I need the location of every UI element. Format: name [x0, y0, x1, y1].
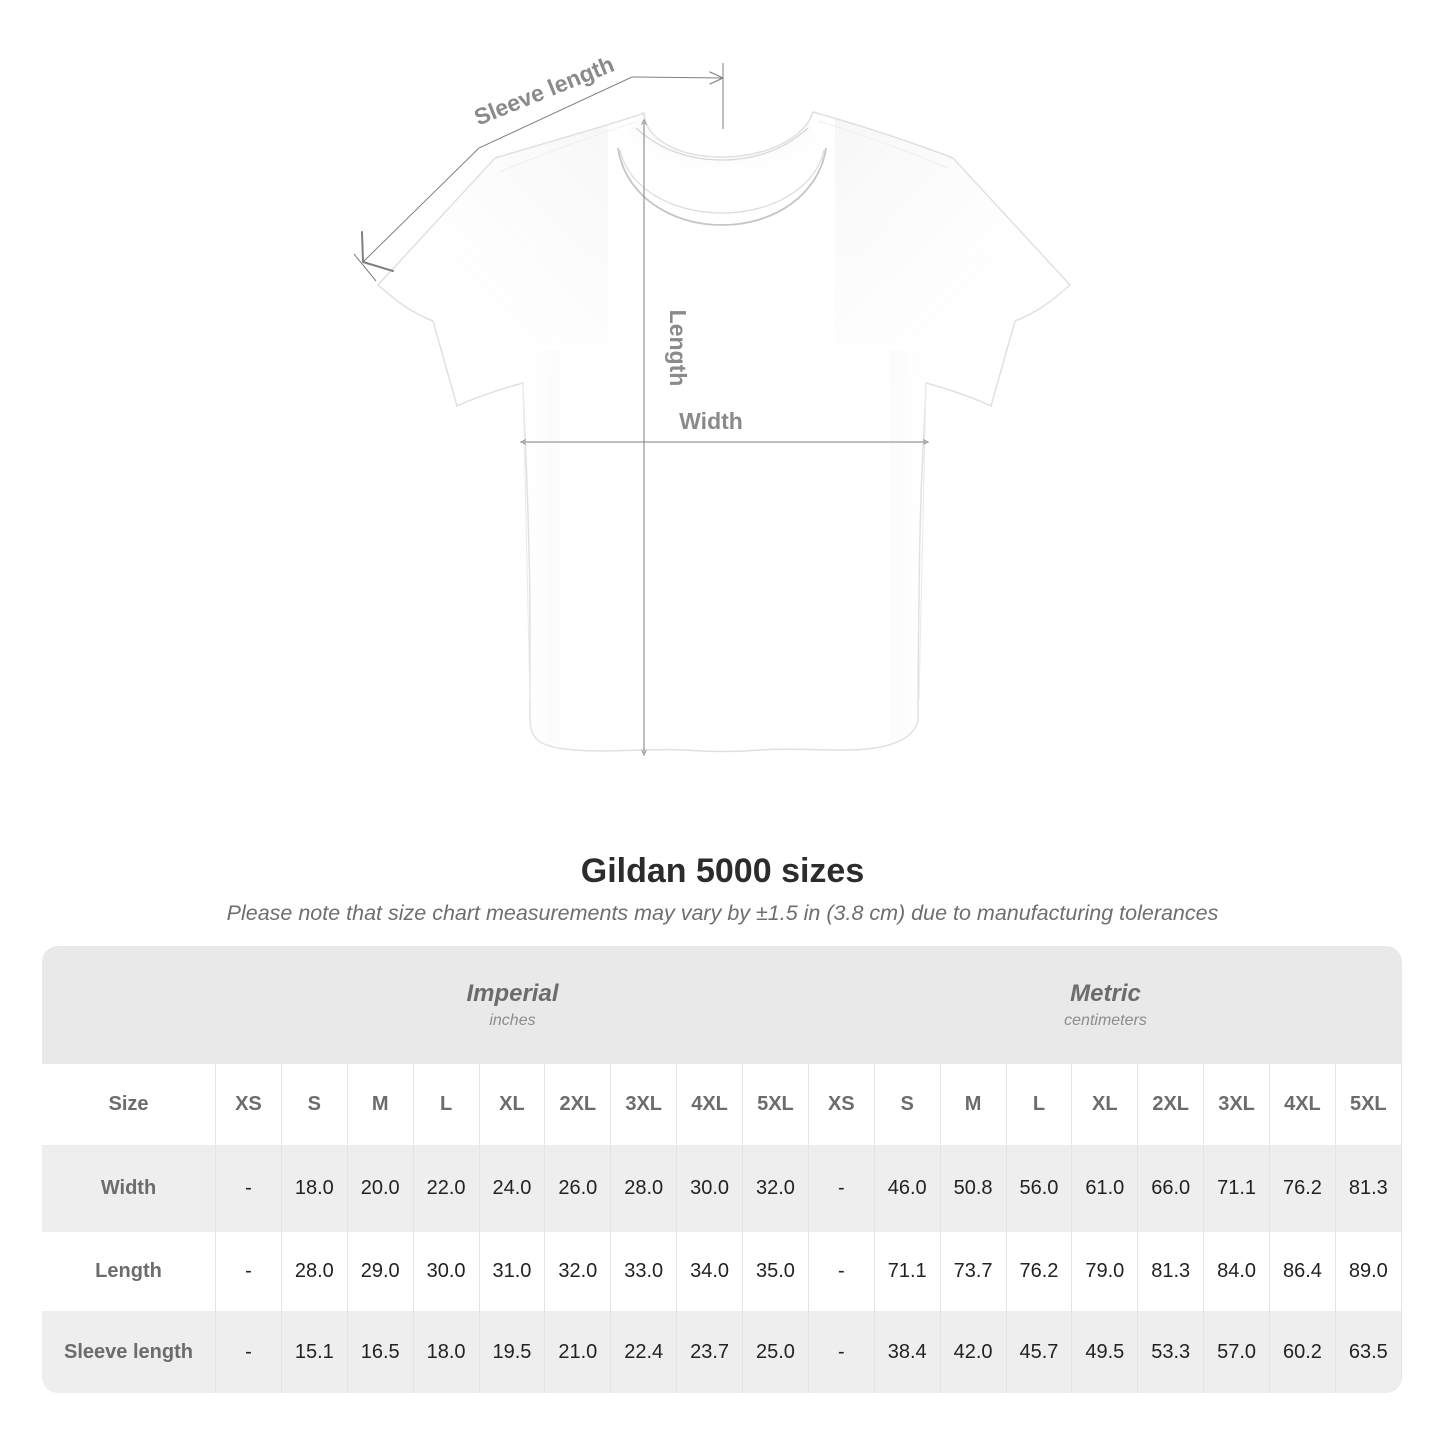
- svg-text:Sleeve length: Sleeve length: [470, 51, 617, 131]
- svg-text:Length: Length: [665, 310, 691, 387]
- svg-text:Width: Width: [679, 408, 743, 434]
